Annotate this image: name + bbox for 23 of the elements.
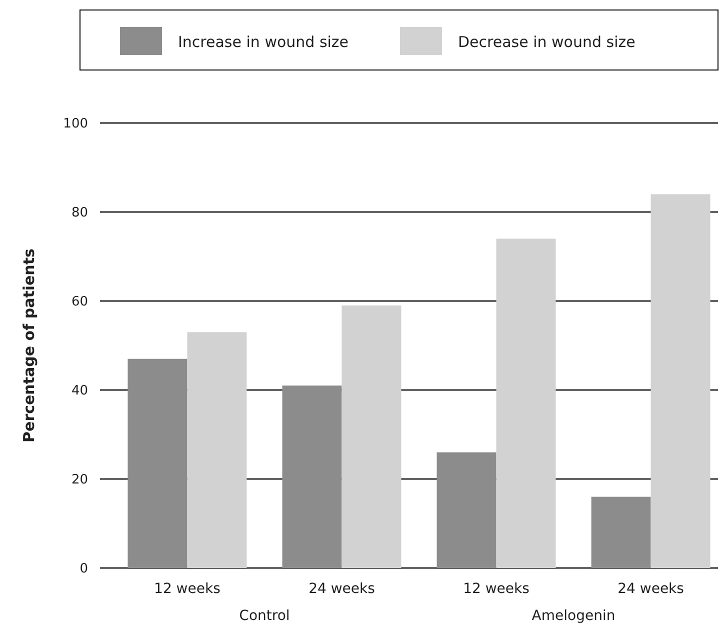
- bar: [128, 358, 188, 568]
- bar: [282, 386, 342, 568]
- x-tick-label: 12 weeks: [154, 581, 220, 597]
- x-tick-label: 12 weeks: [463, 581, 530, 597]
- bar: [591, 496, 651, 568]
- y-tick-label: 100: [63, 116, 88, 132]
- legend-label: Increase in wound size: [178, 33, 349, 51]
- y-tick-label: 40: [71, 384, 88, 399]
- text: Amelogenin: [532, 608, 616, 624]
- bar: [650, 194, 710, 568]
- y-axis-title: Percentage of patients: [20, 248, 38, 442]
- x-tick-label: 24 weeks: [308, 581, 375, 597]
- y-tick-label: 0: [80, 562, 88, 577]
- y-tick-label: 80: [71, 206, 88, 221]
- bar: [436, 452, 496, 568]
- legend-label: Decrease in wound size: [458, 33, 636, 51]
- x-tick-label: 24 weeks: [618, 581, 684, 597]
- bar: [496, 238, 556, 568]
- bar: [187, 332, 247, 568]
- y-tick-label: 60: [71, 294, 88, 310]
- bar: [342, 305, 402, 568]
- y-tick-label: 20: [71, 472, 88, 488]
- text: Control: [239, 608, 290, 624]
